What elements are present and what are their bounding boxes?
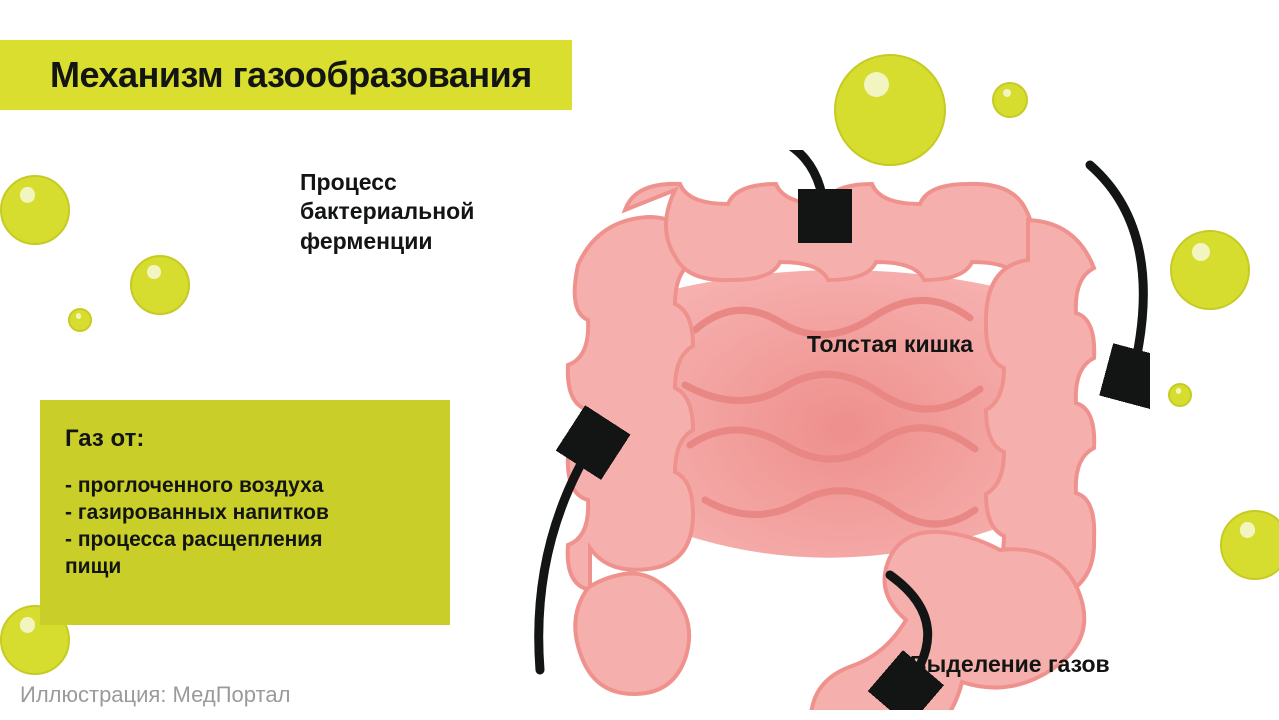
label-fermentation: Процесс бактериальной ферменции bbox=[300, 168, 530, 256]
gas-bubble bbox=[1170, 230, 1250, 310]
gas-box-item: - процесса расщепления bbox=[65, 527, 425, 554]
credit-line: Иллюстрация: МедПортал bbox=[20, 682, 290, 708]
small-intestine-fill bbox=[645, 270, 1043, 558]
label-release: Выделение газов bbox=[910, 650, 1140, 679]
gas-bubble bbox=[0, 175, 70, 245]
title-bar: Механизм газообразования bbox=[0, 40, 572, 110]
gas-box-header: Газ от: bbox=[65, 425, 425, 453]
gas-box-item: - проглоченного воздуха bbox=[65, 473, 425, 500]
gas-bubble bbox=[68, 308, 92, 332]
gas-bubble bbox=[992, 82, 1028, 118]
gas-sources-box: Газ от: - проглоченного воздуха - газиро… bbox=[40, 400, 450, 625]
gas-bubble bbox=[1168, 383, 1192, 407]
gas-box-item: пищи bbox=[65, 554, 425, 581]
gas-bubble bbox=[1220, 510, 1279, 580]
gas-box-item: - газированных напитков bbox=[65, 500, 425, 527]
gas-bubble bbox=[130, 255, 190, 315]
arrow-down-right bbox=[1090, 165, 1143, 385]
label-colon: Толстая кишка bbox=[790, 330, 990, 359]
intestine-diagram bbox=[530, 150, 1150, 710]
